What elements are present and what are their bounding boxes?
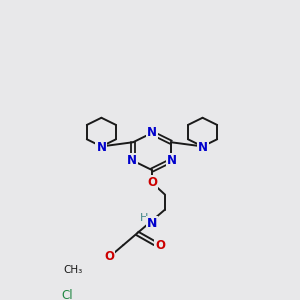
Text: O: O [147, 176, 157, 189]
Text: H: H [140, 213, 148, 223]
Text: N: N [127, 154, 137, 167]
Text: N: N [147, 126, 157, 139]
Text: N: N [147, 217, 157, 230]
Text: O: O [155, 238, 165, 252]
Text: N: N [198, 141, 208, 154]
Text: N: N [96, 141, 106, 154]
Text: N: N [167, 154, 177, 167]
Text: O: O [104, 250, 114, 263]
Text: Cl: Cl [61, 289, 73, 300]
Text: CH₃: CH₃ [64, 265, 83, 275]
